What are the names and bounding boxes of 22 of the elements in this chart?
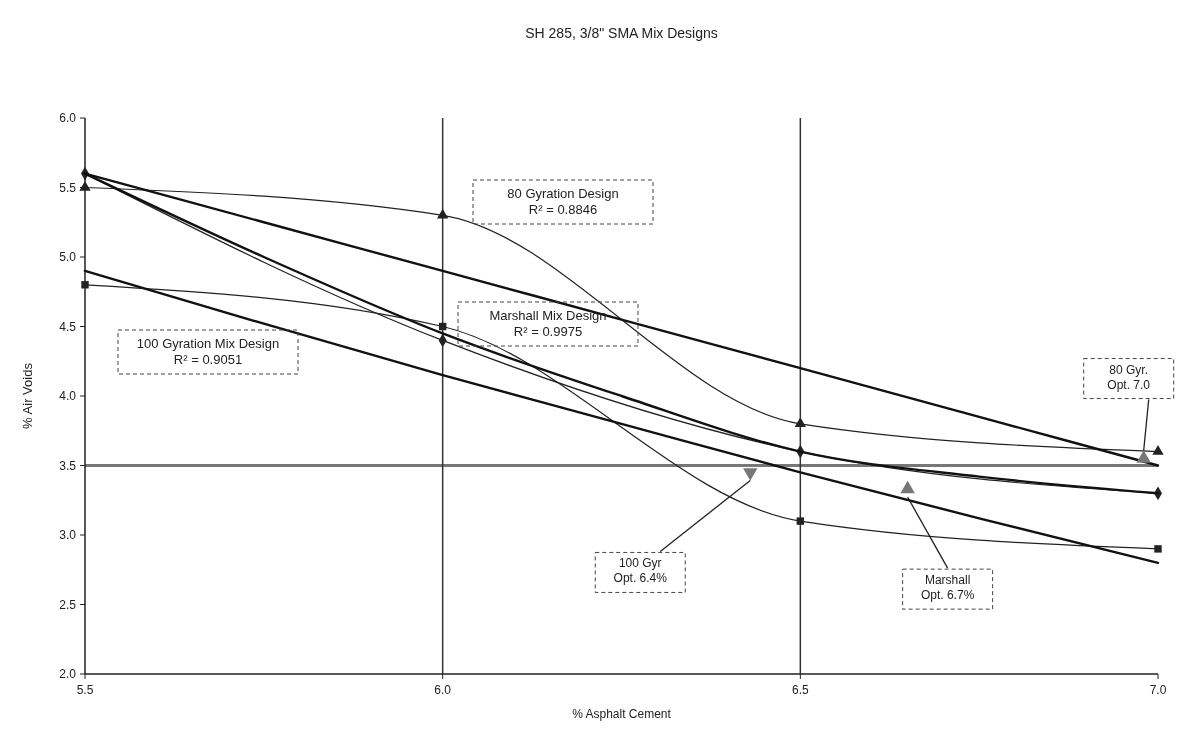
x-tick-label: 7.0 — [1149, 683, 1167, 697]
y-tick-label: 3.0 — [59, 528, 77, 542]
chart-title: SH 285, 3/8" SMA Mix Designs — [525, 25, 718, 41]
x-tick-label: 6.0 — [434, 683, 452, 697]
y-tick-label: 2.0 — [59, 667, 77, 681]
y-tick-label: 3.5 — [59, 458, 77, 473]
annotation: Marshall Opt. 6.7% — [920, 573, 975, 603]
x-tick-label: 5.5 — [76, 683, 94, 697]
y-tick-label: 6.0 — [59, 111, 77, 125]
y-tick-label: 5.5 — [59, 180, 77, 195]
annotation: Marshall Mix Design R² = 0.9975 — [489, 308, 607, 340]
y-tick-label: 2.5 — [59, 597, 77, 612]
annotation: 100 Gyration Mix Design R² = 0.9051 — [136, 336, 280, 368]
y-tick-label: 5.0 — [59, 250, 77, 264]
annotation: 80 Gyration Design R² = 0.8846 — [507, 186, 619, 218]
y-tick-label: 4.0 — [59, 389, 77, 403]
annotation: 100 Gyr Opt. 6.4% — [613, 556, 668, 586]
y-axis-title: % Air Voids — [20, 362, 35, 429]
x-axis-title: % Asphalt Cement — [572, 707, 672, 721]
y-tick-label: 4.5 — [59, 319, 77, 334]
x-tick-label: 6.5 — [791, 683, 809, 697]
annotation: 80 Gyr. Opt. 7.0 — [1107, 362, 1151, 392]
